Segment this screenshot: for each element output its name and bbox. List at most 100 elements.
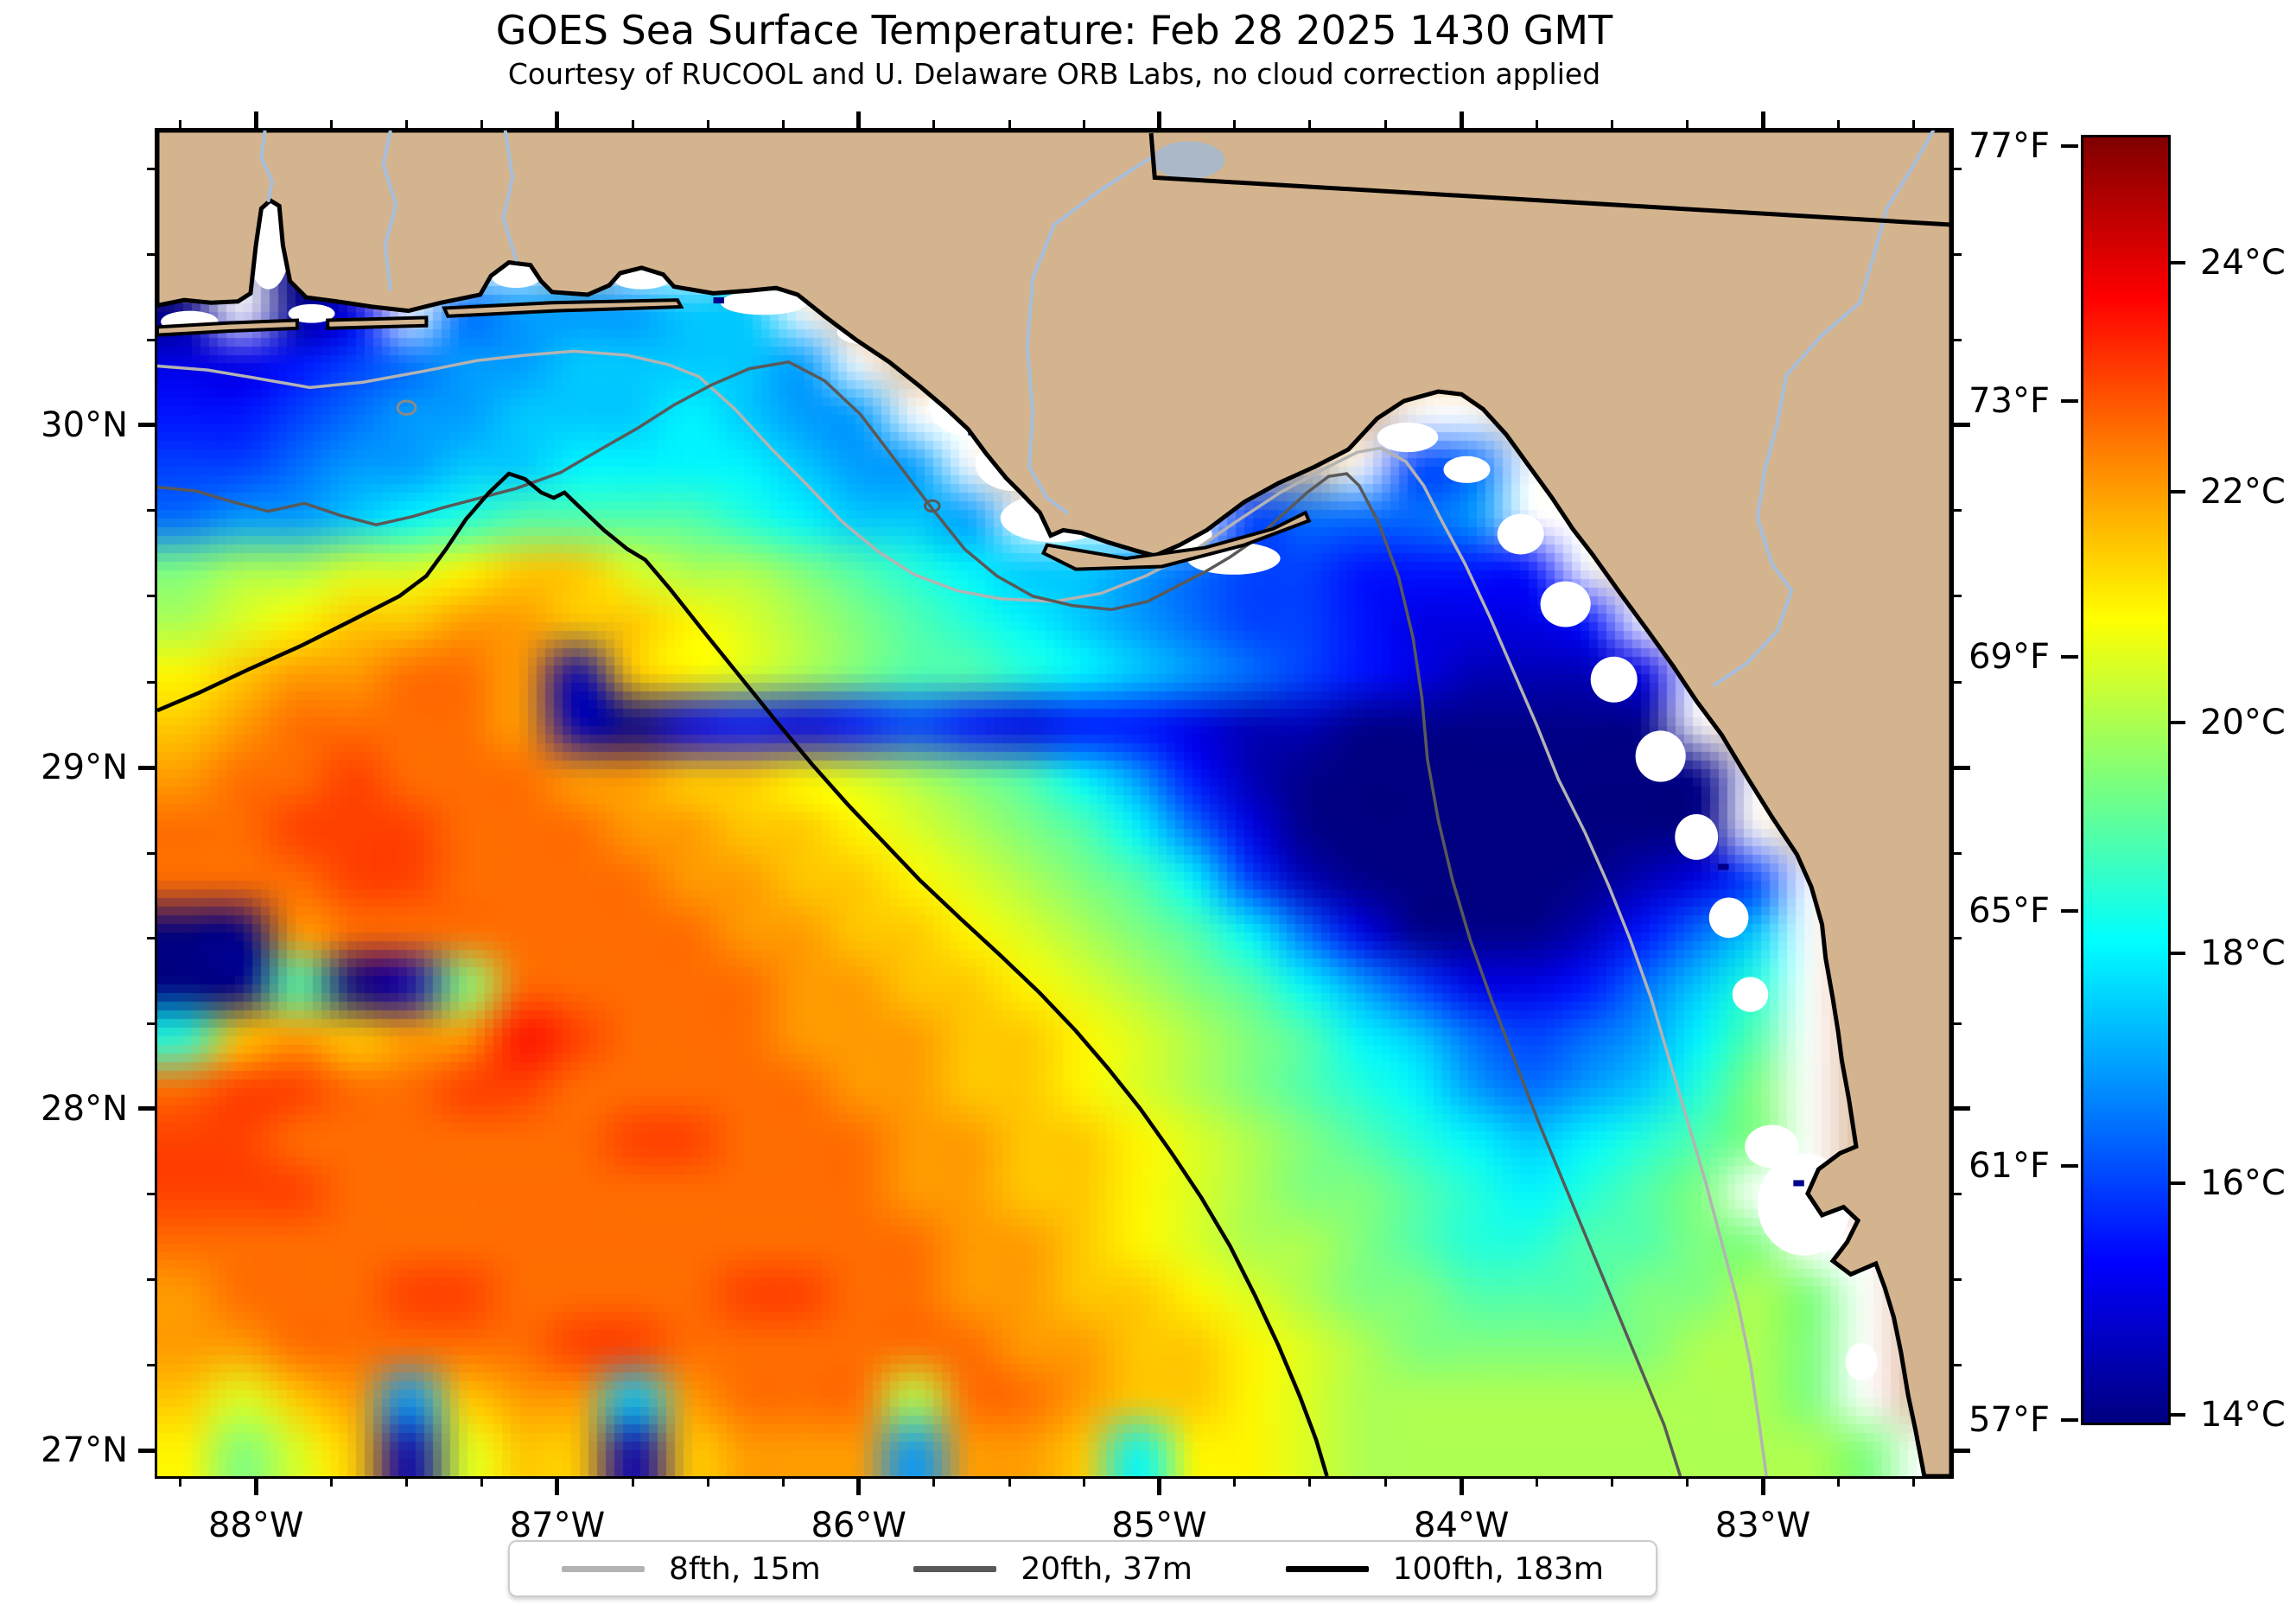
colorbar-tick-f — [2061, 1163, 2078, 1168]
map-plot-area — [155, 128, 1954, 1479]
axis-tick — [555, 111, 560, 131]
axis-tick — [1836, 120, 1840, 131]
contour-loop — [398, 401, 416, 415]
cloud-patch — [1443, 455, 1491, 483]
contour-8fth-15m — [157, 351, 1766, 1476]
axis-tick — [1383, 1476, 1387, 1487]
colorbar-label-c: 22°C — [2200, 472, 2286, 513]
legend-line-swatch-8fth — [562, 1565, 645, 1572]
axis-tick — [405, 120, 409, 131]
axis-tick — [932, 120, 936, 131]
rivers — [261, 131, 1933, 685]
barrier-island — [328, 317, 426, 328]
river — [384, 131, 397, 290]
legend-label-100fth: 100fth, 183m — [1392, 1551, 1604, 1587]
axis-tick — [138, 1448, 157, 1453]
colorbar-label-c: 14°C — [2200, 1395, 2286, 1436]
axis-tick — [856, 111, 862, 131]
axis-tick — [1156, 1476, 1161, 1495]
colorbar-label-f: 61°F — [1968, 1145, 2050, 1186]
axis-tick — [147, 167, 157, 170]
axis-tick — [1686, 120, 1689, 131]
axis-tick — [147, 1278, 157, 1282]
axis-tick — [1951, 936, 1962, 939]
axis-tick — [253, 1476, 258, 1495]
cloud-patch — [288, 303, 335, 323]
axis-tick — [1951, 1278, 1962, 1282]
colorbar-tick-f — [2061, 144, 2078, 149]
axis-tick — [1951, 509, 1962, 513]
legend-item-100fth: 100fth, 183m — [1285, 1551, 1604, 1587]
colorbar-tick-c — [2168, 260, 2185, 264]
axis-tick — [1911, 1476, 1915, 1487]
colorbar-tick-f — [2061, 909, 2078, 914]
axis-tick-label: 28°N — [41, 1088, 128, 1129]
axis-tick — [1233, 1476, 1237, 1487]
cloud-patch — [720, 290, 807, 315]
depth-contour-legend: 8fth, 15m 20fth, 37m 100fth, 183m — [508, 1540, 1657, 1597]
axis-tick — [1911, 120, 1915, 131]
axis-tick — [329, 1476, 333, 1487]
axis-tick — [1951, 595, 1962, 598]
axis-tick — [147, 936, 157, 939]
barrier-island — [444, 300, 681, 316]
axis-tick — [147, 1193, 157, 1196]
axis-tick — [179, 1476, 182, 1487]
axis-tick — [253, 111, 258, 131]
colorbar-tick-f — [2061, 1418, 2078, 1422]
axis-tick — [138, 765, 157, 770]
axis-tick — [1951, 1022, 1962, 1025]
cloud-patch — [1745, 1124, 1799, 1169]
cloud-patch — [1708, 897, 1749, 939]
cloud-patch — [1732, 977, 1769, 1012]
colorbar-label-c: 18°C — [2200, 933, 2286, 974]
axis-tick — [1951, 167, 1962, 170]
axis-tick — [1308, 120, 1312, 131]
legend-label-20fth: 20fth, 37m — [1021, 1551, 1193, 1587]
legend-item-20fth: 20fth, 37m — [913, 1551, 1193, 1587]
axis-tick — [147, 252, 157, 256]
chart-title: GOES Sea Surface Temperature: Feb 28 202… — [495, 7, 1613, 54]
axis-tick — [138, 423, 157, 428]
axis-tick — [1686, 1476, 1689, 1487]
axis-tick — [706, 1476, 709, 1487]
colorbar-tick-c — [2168, 952, 2185, 956]
cloud-patch — [1590, 656, 1638, 703]
axis-tick — [480, 120, 484, 131]
axis-tick — [1008, 120, 1011, 131]
axis-tick-label: 29°N — [41, 748, 128, 788]
axis-tick — [1951, 338, 1962, 341]
axis-tick — [138, 1106, 157, 1111]
axis-tick — [782, 120, 785, 131]
colorbar-label-c: 16°C — [2200, 1163, 2286, 1204]
chart-subtitle: Courtesy of RUCOOL and U. Delaware ORB L… — [507, 57, 1601, 91]
map-overlay — [157, 131, 1951, 1476]
colorbar-tick-f — [2061, 654, 2078, 659]
cloud-patch — [491, 264, 542, 289]
cold-speck — [1718, 863, 1729, 870]
colorbar-tick-f — [2061, 398, 2078, 403]
axis-tick — [1008, 1476, 1011, 1487]
cloud-patch — [1377, 422, 1439, 453]
legend-line-swatch-100fth — [1285, 1565, 1369, 1572]
axis-tick-label: 30°N — [41, 404, 128, 445]
lake — [1153, 141, 1225, 180]
axis-tick-label: 83°W — [1714, 1506, 1811, 1545]
state-boundary-line — [1151, 133, 1951, 225]
colorbar-tick-c — [2168, 1413, 2185, 1417]
axis-tick — [147, 595, 157, 598]
axis-tick — [1760, 111, 1765, 131]
axis-tick — [405, 1476, 409, 1487]
axis-tick — [329, 120, 333, 131]
legend-item-8fth: 8fth, 15m — [562, 1551, 821, 1587]
cold-speck — [1793, 1180, 1804, 1187]
axis-tick-label: 88°W — [207, 1506, 304, 1545]
axis-tick — [1308, 1476, 1312, 1487]
axis-tick — [1082, 120, 1085, 131]
axis-tick — [1951, 423, 1970, 428]
contour-100fth-183m — [157, 474, 1327, 1476]
axis-tick — [1082, 1476, 1085, 1487]
axis-tick — [555, 1476, 560, 1495]
axis-tick-label: 27°N — [41, 1430, 128, 1471]
axis-tick — [147, 680, 157, 684]
